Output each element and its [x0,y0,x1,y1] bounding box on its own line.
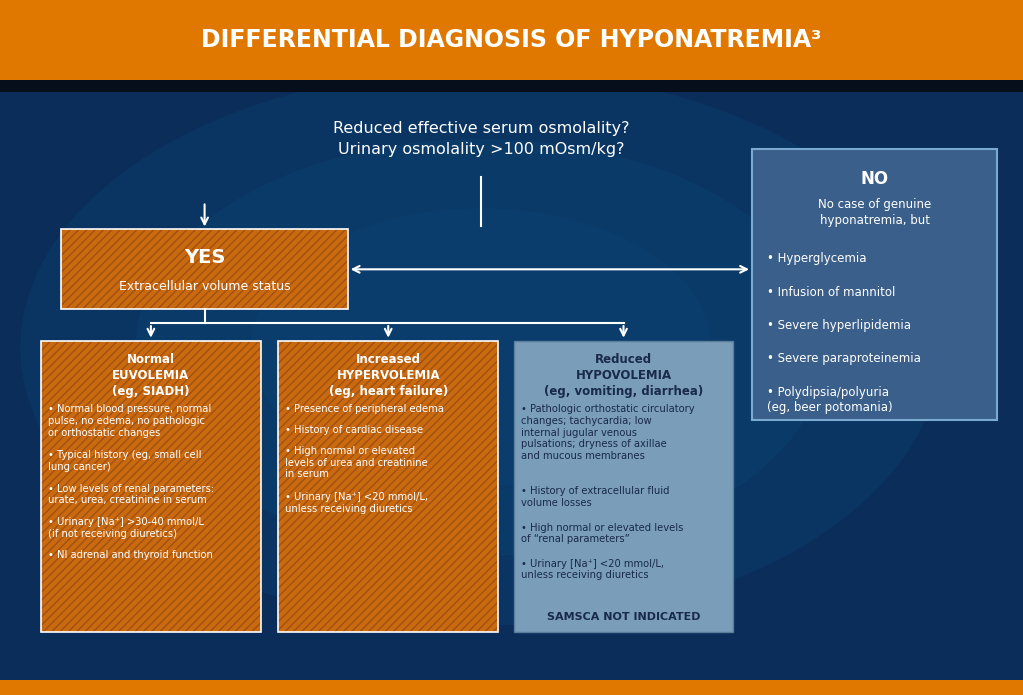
Text: Increased
HYPERVOLEMIA
(eg, heart failure): Increased HYPERVOLEMIA (eg, heart failur… [328,353,448,398]
Bar [41,341,261,632]
Text: • Pathologic orthostatic circulatory
changes; tachycardia; low
internal jugular : • Pathologic orthostatic circulatory cha… [521,404,695,461]
Text: • History of extracellular fluid
volume losses: • History of extracellular fluid volume … [521,486,669,508]
Bar [278,341,498,632]
Ellipse shape [251,208,711,486]
Text: • Urinary [Na⁺] >30-40 mmol/L
(if not receiving diuretics): • Urinary [Na⁺] >30-40 mmol/L (if not re… [48,517,204,539]
Text: Reduced effective serum osmolality?
Urinary osmolality >100 mOsm/kg?: Reduced effective serum osmolality? Urin… [332,121,629,157]
Bar [41,341,261,632]
Bar [61,229,348,309]
Bar [61,229,348,309]
Text: Extracellular volume status: Extracellular volume status [119,280,291,293]
Text: • Polydipsia/polyuria
(eg, beer potomania): • Polydipsia/polyuria (eg, beer potomani… [767,386,893,414]
Text: • High normal or elevated
levels of urea and creatinine
in serum: • High normal or elevated levels of urea… [285,446,429,480]
Text: Normal
EUVOLEMIA
(eg, SIADH): Normal EUVOLEMIA (eg, SIADH) [113,353,189,398]
Bar [41,341,261,632]
Text: • Hyperglycemia: • Hyperglycemia [767,252,866,265]
Text: • Typical history (eg, small cell
lung cancer): • Typical history (eg, small cell lung c… [48,450,202,472]
Text: • Low levels of renal parameters:
urate, urea, creatinine in serum: • Low levels of renal parameters: urate,… [48,484,214,505]
Text: DIFFERENTIAL DIAGNOSIS OF HYPONATREMIA³: DIFFERENTIAL DIAGNOSIS OF HYPONATREMIA³ [202,28,821,52]
Ellipse shape [20,70,941,626]
Text: • History of cardiac disease: • History of cardiac disease [285,425,424,435]
Text: • Presence of peripheral edema: • Presence of peripheral edema [285,404,444,414]
Bar [752,149,997,420]
Bar [514,341,733,632]
Text: NO: NO [860,170,889,188]
Text: Reduced
HYPOVOLEMIA
(eg, vomiting, diarrhea): Reduced HYPOVOLEMIA (eg, vomiting, diarr… [544,353,703,398]
Text: • Severe paraproteinemia: • Severe paraproteinemia [767,352,921,366]
Bar [278,341,498,632]
Bar [278,341,498,632]
Text: YES: YES [184,248,225,267]
Text: • Severe hyperlipidemia: • Severe hyperlipidemia [767,319,911,332]
Text: • Urinary [Na⁺] <20 mmol/L,
unless receiving diuretics: • Urinary [Na⁺] <20 mmol/L, unless recei… [521,559,664,580]
Ellipse shape [135,139,827,556]
Text: • Normal blood pressure, normal
pulse, no edema, no pathologic
or orthostatic ch: • Normal blood pressure, normal pulse, n… [48,404,212,438]
Text: SAMSCA NOT INDICATED: SAMSCA NOT INDICATED [546,612,701,622]
Text: • Urinary [Na⁺] <20 mmol/L,
unless receiving diuretics: • Urinary [Na⁺] <20 mmol/L, unless recei… [285,492,429,514]
Bar [0,0,1023,80]
Text: No case of genuine
hyponatremia, but: No case of genuine hyponatremia, but [818,198,931,227]
Bar [0,80,1023,92]
Text: • Nl adrenal and thyroid function: • Nl adrenal and thyroid function [48,550,213,560]
Bar [61,229,348,309]
Text: • High normal or elevated levels
of “renal parameters”: • High normal or elevated levels of “ren… [521,523,683,544]
Text: • Infusion of mannitol: • Infusion of mannitol [767,286,895,299]
Bar [0,680,1023,695]
